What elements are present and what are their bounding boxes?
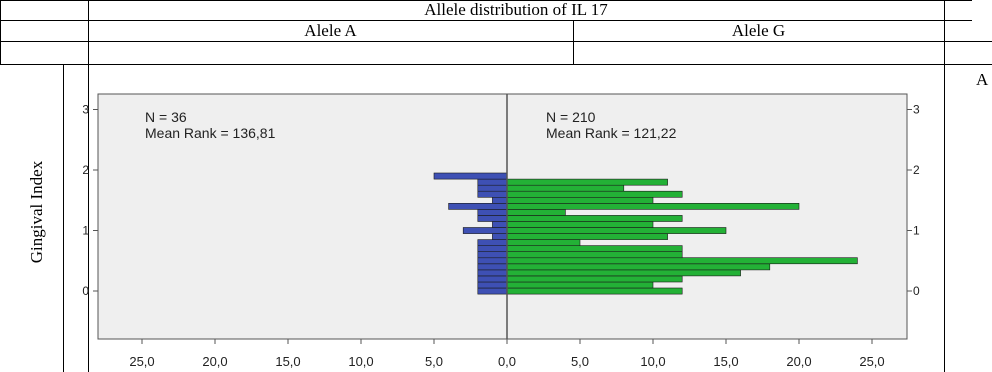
table-border-top xyxy=(0,0,972,1)
x-tick-label-0: 25,0 xyxy=(129,354,154,369)
bar-alele-g-13 xyxy=(506,209,566,216)
x-tick-label-4: 5,0 xyxy=(425,354,443,369)
bar-alele-a-11 xyxy=(492,221,508,228)
bar-alele-a-2 xyxy=(477,275,508,283)
bar-alele-g-4 xyxy=(506,263,771,271)
x-tick-label-5: 0,0 xyxy=(498,354,516,369)
bar-alele-g-12 xyxy=(506,215,683,222)
table-border-far-right xyxy=(63,64,64,372)
bar-alele-a-17 xyxy=(477,184,508,192)
bar-alele-a-7 xyxy=(477,245,508,253)
bar-alele-a-14 xyxy=(448,203,508,210)
table-border-col-split xyxy=(573,20,574,64)
bar-alele-g-10 xyxy=(506,227,727,234)
bar-alele-a-1 xyxy=(477,281,508,289)
stats-alele-g-0: N = 210 xyxy=(546,109,596,125)
bar-alele-a-9 xyxy=(492,233,508,240)
stats-alele-g-1: Mean Rank = 121,22 xyxy=(546,125,677,141)
x-tick-label-3: 10,0 xyxy=(348,354,373,369)
table-border-right xyxy=(944,0,945,372)
bar-alele-g-11 xyxy=(506,221,654,228)
bar-alele-g-1 xyxy=(506,281,654,289)
column-header-alele-g: Alele G xyxy=(731,21,786,40)
bar-alele-a-6 xyxy=(477,251,508,259)
x-tick-label-7: 10,0 xyxy=(640,354,665,369)
side-letter: A xyxy=(976,70,989,89)
x-tick-label-1: 20,0 xyxy=(202,354,227,369)
x-tick-label-6: 5,0 xyxy=(571,354,589,369)
bar-alele-g-18 xyxy=(506,178,668,186)
table-border-row3 xyxy=(0,64,992,65)
stats-alele-a-0: N = 36 xyxy=(145,109,187,125)
bar-alele-g-2 xyxy=(506,275,683,283)
bar-alele-g-17 xyxy=(506,184,625,192)
ticks-layer: 0 0 1 1 2 2 3 3 25,0 20,0 15,0 10,0 5,0 0,0 5,0 10,0 15,… xyxy=(82,103,920,370)
y-tick-label-left-1: 1 xyxy=(82,224,89,238)
bar-alele-a-16 xyxy=(477,190,508,198)
table-border-col-label xyxy=(88,0,89,372)
bar-alele-g-3 xyxy=(506,269,741,277)
bar-alele-g-5 xyxy=(506,257,858,265)
bar-alele-a-4 xyxy=(477,263,508,271)
table-border-row2 xyxy=(0,41,992,42)
x-tick-label-2: 15,0 xyxy=(275,354,300,369)
bar-alele-g-0 xyxy=(506,287,683,295)
bar-alele-a-19 xyxy=(433,172,508,180)
bar-alele-a-15 xyxy=(492,196,508,204)
bar-alele-a-0 xyxy=(477,287,508,295)
bar-alele-g-7 xyxy=(506,245,683,253)
x-tick-label-9: 20,0 xyxy=(786,354,811,369)
bar-alele-a-8 xyxy=(477,239,508,247)
y-tick-label-right-3: 3 xyxy=(913,103,920,117)
y-tick-label-left-0: 0 xyxy=(82,284,89,298)
y-tick-label-left-2: 2 xyxy=(82,163,89,177)
x-tick-label-10: 25,0 xyxy=(859,354,884,369)
bar-alele-g-14 xyxy=(506,203,800,210)
bar-alele-a-12 xyxy=(477,215,508,222)
table-border-row1 xyxy=(0,20,972,21)
y-tick-label-right-2: 2 xyxy=(913,163,920,177)
stats-alele-a-1: Mean Rank = 136,81 xyxy=(145,125,276,141)
bar-alele-g-8 xyxy=(506,239,581,247)
bar-alele-g-16 xyxy=(506,190,683,198)
y-tick-label-left-3: 3 xyxy=(82,103,89,117)
table-title: Allele distribution of IL 17 xyxy=(424,0,608,19)
bar-alele-g-15 xyxy=(506,196,654,204)
bar-alele-g-9 xyxy=(506,233,668,240)
bar-alele-a-13 xyxy=(477,209,508,216)
bar-alele-g-6 xyxy=(506,251,683,259)
bar-alele-a-18 xyxy=(477,178,508,186)
table-border-left xyxy=(0,0,1,64)
bar-alele-a-10 xyxy=(462,227,508,234)
y-tick-label-right-1: 1 xyxy=(913,224,920,238)
bar-alele-a-5 xyxy=(477,257,508,265)
bar-alele-a-3 xyxy=(477,269,508,277)
x-tick-label-8: 15,0 xyxy=(713,354,738,369)
column-header-alele-a: Alele A xyxy=(304,21,357,40)
y-tick-label-right-0: 0 xyxy=(913,284,920,298)
